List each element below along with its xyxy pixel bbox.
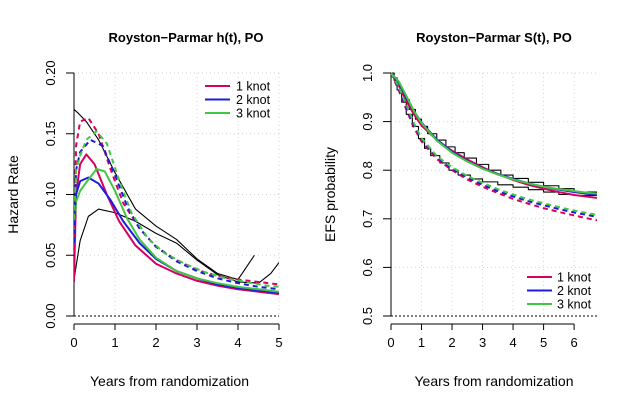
y-tick-label: 0.9 [360, 113, 375, 131]
y-axis-label: EFS probability [322, 147, 338, 242]
series-line-8 [391, 72, 597, 216]
x-tick-label: 1 [418, 335, 425, 350]
series-line-1 [74, 109, 255, 281]
x-tick-label: 2 [152, 335, 159, 350]
legend-label: 2 knot [557, 284, 592, 298]
panel-1: Royston−Parmar h(t), PO 0 1 2 3 4 5 0.00 0.05 0.1… [5, 30, 283, 389]
series-group [391, 72, 597, 222]
y-tick-label: 0.6 [360, 258, 375, 276]
legend-label: 2 knot [236, 93, 271, 107]
x-tick-label: 1 [111, 335, 118, 350]
y-tick-label: 0.15 [43, 121, 58, 146]
chart-title: Royston−Parmar S(t), PO [416, 30, 572, 45]
series-group [74, 109, 279, 296]
x-tick-label: 2 [448, 335, 455, 350]
series-line-6 [74, 116, 279, 286]
legend-label: 1 knot [236, 80, 271, 94]
legend-label: 3 knot [557, 298, 592, 312]
series-line-4 [74, 176, 279, 294]
x-tick-label: 0 [387, 335, 394, 350]
series-line-5 [74, 167, 279, 293]
series-line-6 [391, 72, 597, 222]
x-tick-label: 5 [540, 335, 547, 350]
legend-label: 1 knot [557, 271, 592, 285]
x-tick-label: 0 [70, 335, 77, 350]
series-line-5 [391, 72, 597, 195]
y-tick-label: 0.10 [43, 182, 58, 207]
x-tick-label: 5 [275, 335, 282, 350]
series-line-8 [74, 130, 279, 288]
x-axis-label: Years from randomization [414, 373, 573, 389]
y-tick-label: 0.20 [43, 60, 58, 85]
y-tick-label: 0.05 [43, 243, 58, 268]
chart-title: Royston−Parmar h(t), PO [109, 30, 264, 45]
x-tick-label: 3 [193, 335, 200, 350]
series-line-1 [391, 72, 597, 193]
y-tick-label: 0.00 [43, 303, 58, 328]
y-tick-label: 0.8 [360, 161, 375, 179]
series-line-2 [74, 208, 279, 284]
panel-2: Royston−Parmar S(t), PO 0 1 2 3 4 5 6 0.5 0.6 0.7 0… [322, 30, 597, 389]
x-tick-label: 3 [479, 335, 486, 350]
y-tick-label: 0.7 [360, 210, 375, 228]
series-line-3 [74, 153, 279, 296]
y-axis-label: Hazard Rate [5, 155, 21, 234]
x-axis-label: Years from randomization [90, 373, 249, 389]
x-tick-label: 6 [570, 335, 577, 350]
y-tick-label: 0.5 [360, 307, 375, 325]
legend-label: 3 knot [236, 107, 271, 121]
series-line-7 [391, 72, 597, 218]
series-line-7 [74, 138, 279, 291]
x-tick-label: 4 [509, 335, 516, 350]
y-tick-label: 1.0 [360, 64, 375, 82]
series-line-3 [391, 72, 597, 199]
x-tick-label: 4 [234, 335, 241, 350]
